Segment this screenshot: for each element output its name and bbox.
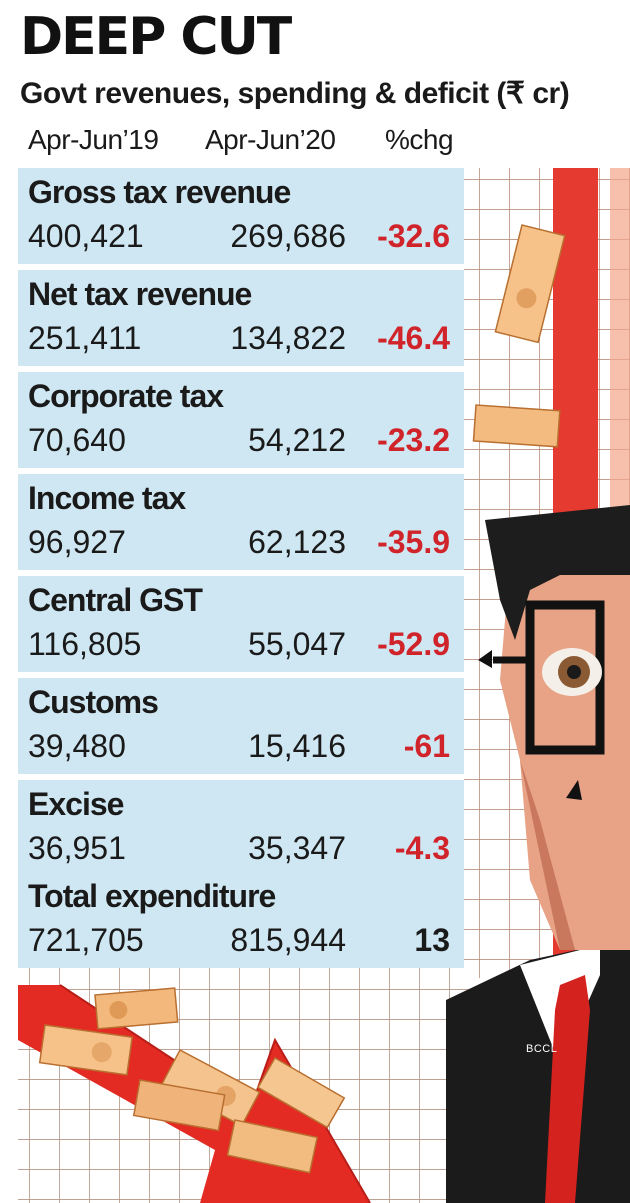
value-pct-chg: -46.4 xyxy=(377,320,450,356)
businessman-figure xyxy=(446,505,630,1203)
value-apr-jun-20: 62,123 xyxy=(248,524,346,560)
value-apr-jun-19: 721,705 xyxy=(28,922,144,958)
chart-subtitle: Govt revenues, spending & deficit (₹ cr) xyxy=(20,77,570,110)
row-label: Net tax revenue xyxy=(28,276,252,312)
value-apr-jun-20: 134,822 xyxy=(230,320,346,356)
table-row: Excise 36,951 35,347 -4.3 xyxy=(18,780,464,876)
row-label: Gross tax revenue xyxy=(28,174,291,210)
value-pct-chg: -32.6 xyxy=(377,218,450,254)
value-pct-chg: -35.9 xyxy=(377,524,450,560)
value-pct-chg: 13 xyxy=(414,922,450,958)
value-apr-jun-20: 54,212 xyxy=(248,422,346,458)
value-apr-jun-20: 55,047 xyxy=(248,626,346,662)
money-notes-bottom xyxy=(38,987,346,1174)
row-label: Corporate tax xyxy=(28,378,224,414)
value-apr-jun-20: 815,944 xyxy=(230,922,346,958)
table-row: Corporate tax 70,640 54,212 -23.2 xyxy=(18,372,464,468)
value-pct-chg: -23.2 xyxy=(377,422,450,458)
value-apr-jun-19: 251,411 xyxy=(28,320,142,356)
table-row: Net tax revenue 251,411 134,822 -46.4 xyxy=(18,270,464,366)
table-row: Income tax 96,927 62,123 -35.9 xyxy=(18,474,464,570)
table-row: Gross tax revenue 400,421 269,686 -32.6 xyxy=(18,168,464,264)
value-pct-chg: -61 xyxy=(403,728,450,764)
value-apr-jun-19: 36,951 xyxy=(28,830,126,866)
row-label: Excise xyxy=(28,786,124,822)
table-row: Total expenditure 721,705 815,944 13 xyxy=(18,872,464,968)
value-apr-jun-19: 400,421 xyxy=(28,218,144,254)
value-apr-jun-20: 15,416 xyxy=(248,728,346,764)
row-label: Customs xyxy=(28,684,159,720)
table-row: Central GST 116,805 55,047 -52.9 xyxy=(18,576,464,672)
value-apr-jun-19: 96,927 xyxy=(28,524,126,560)
value-pct-chg: -52.9 xyxy=(377,626,450,662)
value-apr-jun-20: 35,347 xyxy=(248,830,346,866)
chart-title: DEEP CUT xyxy=(20,7,292,67)
money-notes-right xyxy=(472,224,566,448)
column-header-apr-jun-19: Apr-Jun’19 xyxy=(28,124,159,155)
column-header-apr-jun-20: Apr-Jun’20 xyxy=(205,124,336,155)
value-pct-chg: -4.3 xyxy=(394,830,450,866)
table-row: Customs 39,480 15,416 -61 xyxy=(18,678,464,774)
row-label: Central GST xyxy=(28,582,203,618)
value-apr-jun-19: 39,480 xyxy=(28,728,126,764)
value-apr-jun-19: 116,805 xyxy=(28,626,142,662)
value-apr-jun-20: 269,686 xyxy=(230,218,346,254)
value-apr-jun-19: 70,640 xyxy=(28,422,126,458)
column-header-pct-chg: %chg xyxy=(385,124,454,155)
credit-label: BCCL xyxy=(526,1043,558,1055)
row-label: Total expenditure xyxy=(28,878,276,914)
row-label: Income tax xyxy=(28,480,186,516)
